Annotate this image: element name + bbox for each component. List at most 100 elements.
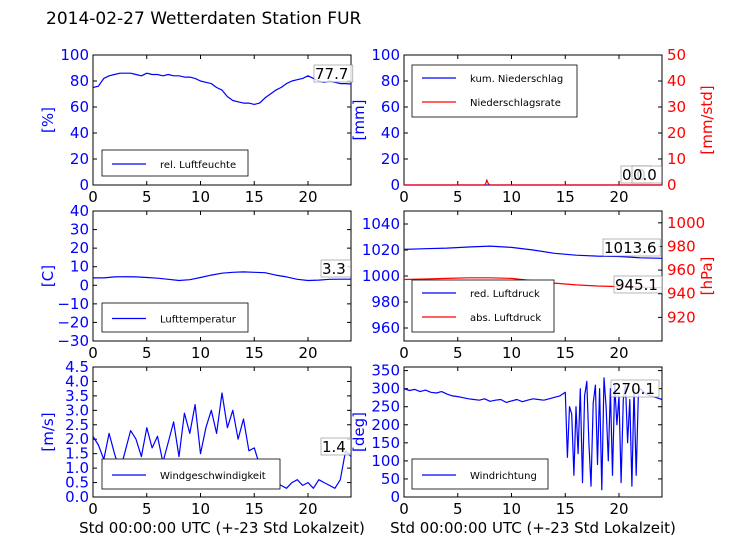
legend: Windrichtung	[411, 458, 549, 490]
y-axis-label: [C]	[39, 265, 57, 287]
y2-tick-label: 980	[667, 237, 696, 255]
y-tick-label: 40	[381, 124, 400, 142]
y-tick-label: 0.0	[65, 488, 89, 506]
y-tick-label: 3.0	[65, 401, 89, 419]
y-tick-label: 20	[70, 239, 89, 257]
y-tick-label: 960	[371, 319, 400, 337]
y-tick-label: 1040	[362, 215, 400, 233]
x-tick-label: 5	[453, 188, 463, 206]
y-tick-label: 20	[381, 150, 400, 168]
y2-axis-label: [hPa]	[698, 257, 716, 296]
legend: Lufttemperatur	[101, 302, 249, 333]
annotation-box	[631, 165, 662, 184]
y-tick-label: 2.0	[65, 430, 89, 448]
value-annotation: 270.1	[612, 380, 655, 398]
y-axis-label: [%]	[39, 107, 57, 133]
y-tick-label: 1.0	[65, 459, 89, 477]
y2-tick-label: 920	[667, 308, 696, 326]
x-tick-label: 20	[298, 500, 317, 518]
x-tick-label: 15	[245, 500, 264, 518]
y-tick-label: 3.5	[65, 387, 89, 405]
y-tick-label: 150	[371, 434, 400, 452]
legend-label: Niederschlagsrate	[470, 98, 561, 109]
x-tick-label: 0	[399, 500, 409, 518]
value-annotation: 1.4	[322, 438, 346, 456]
annotation-box	[602, 238, 661, 257]
y-tick-label: −10	[57, 295, 89, 313]
series-line-0	[93, 271, 351, 282]
x-tick-label: 5	[142, 500, 152, 518]
y2-tick-label: 940	[667, 285, 696, 303]
y-tick-label: 300	[371, 380, 400, 398]
series-group	[93, 392, 351, 489]
y2-tick-label: 0	[667, 176, 677, 194]
y-tick-label: 40	[70, 124, 89, 142]
x-tick-label: 15	[245, 188, 264, 206]
y2-tick-label: 40	[667, 72, 686, 90]
legend-frame	[411, 64, 578, 118]
y-tick-label: 250	[371, 398, 400, 416]
value-annotation: 1013.6	[604, 239, 657, 257]
y-tick-label: 0	[390, 176, 400, 194]
panel-middle-left: 0 5 10 15 20−30−20−10010203040[C]Lufttempera…	[39, 202, 352, 362]
y-tick-label: −30	[57, 332, 89, 350]
y2-tick-label: 20	[667, 124, 686, 142]
x-tick-label: 0	[88, 344, 98, 362]
y2-tick-label: 10	[667, 150, 686, 168]
y2-tick-label: 50	[667, 46, 686, 64]
x-tick-label: 20	[298, 188, 317, 206]
legend-frame	[101, 149, 249, 177]
x-tick-label: 15	[245, 344, 264, 362]
x-tick-label: 5	[453, 500, 463, 518]
y-tick-label: 20	[70, 150, 89, 168]
x-tick-label: 10	[191, 188, 210, 206]
legend: rel. Luftfeuchte	[101, 149, 249, 177]
x-tick-label: 0	[399, 344, 409, 362]
y-tick-label: 80	[381, 72, 400, 90]
x-tick-label: 20	[609, 344, 628, 362]
x-tick-label: 10	[191, 344, 210, 362]
panel-bottom-left: 0 5 10 15 20 0.00.51.01.52.02.53.03.54.04.5 [m…	[39, 358, 365, 537]
y-tick-label: 980	[371, 293, 400, 311]
y-tick-label: 0	[390, 488, 400, 506]
y-axis-label: [deg]	[350, 412, 368, 452]
y-tick-label: 100	[60, 46, 89, 64]
x-tick-label: 0	[88, 500, 98, 518]
y-tick-label: 80	[70, 72, 89, 90]
x-tick-label: 0	[88, 188, 98, 206]
annotation-box	[313, 64, 354, 83]
legend-frame	[411, 458, 549, 490]
annotation-box	[613, 275, 663, 294]
x-tick-label: 15	[556, 500, 575, 518]
legend-label: Lufttemperatur	[160, 315, 237, 326]
y-tick-label: 100	[371, 452, 400, 470]
x-tick-label: 10	[502, 344, 521, 362]
y-tick-label: 100	[371, 46, 400, 64]
y-tick-label: 1.5	[65, 445, 89, 463]
x-axis-label: Std 00:00:00 UTC (+-23 Std Lokalzeit)	[390, 519, 676, 537]
y-tick-label: 50	[381, 470, 400, 488]
y-axis-label: [mm]	[350, 100, 368, 141]
x-tick-label: 5	[142, 344, 152, 362]
value-annotation: 945.1	[615, 276, 658, 294]
y-tick-label: 30	[70, 221, 89, 239]
value-annotation: 0.0	[633, 166, 657, 184]
x-tick-label: 15	[556, 188, 575, 206]
legend-label: red. Luftdruck	[470, 289, 540, 300]
legend: red. Luftdruck abs. Luftdruck	[411, 279, 555, 333]
figure-title: 2014-02-27 Wetterdaten Station FUR	[46, 9, 362, 29]
y-tick-label: 200	[371, 416, 400, 434]
x-tick-label: 10	[502, 188, 521, 206]
series-group	[93, 271, 351, 282]
y2-axis-label: [mm/std]	[698, 85, 716, 154]
legend: Windgeschwindigkeit	[101, 458, 281, 490]
panel-middle-right: 0 5 10 15 20 960 980 1000 1020 1040 920 940 960 980 10…	[362, 210, 716, 362]
y-tick-label: 40	[70, 202, 89, 220]
annotation-box	[320, 259, 351, 278]
panel-top-right: 0 5 10 15 20 0 20 40 60 80 100 0 10 20 30 40 50 [mm] [mm/s…	[350, 46, 716, 206]
series-group	[404, 179, 662, 185]
legend-frame	[101, 302, 249, 333]
legend-label: rel. Luftfeuchte	[160, 160, 236, 171]
y-tick-label: 0.5	[65, 474, 89, 492]
